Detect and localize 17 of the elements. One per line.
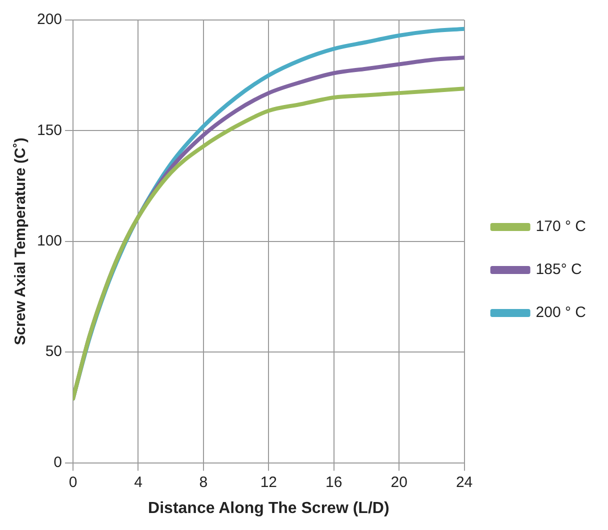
y-tick-label: 0 [54, 454, 62, 471]
y-tick-label: 150 [36, 122, 62, 139]
legend-label: 185° C [536, 261, 582, 278]
y-tick-label: 50 [45, 343, 62, 360]
x-tick-label: 0 [68, 474, 78, 491]
y-tick-label: 100 [36, 232, 62, 250]
y-tick-label: 200 [36, 11, 62, 28]
y-axis-title: Screw Axial Temperature (C˚) [12, 138, 30, 346]
x-tick-label: 12 [260, 474, 278, 491]
x-tick-label: 4 [134, 474, 142, 491]
x-tick-label: 24 [456, 474, 473, 491]
x-tick-label: 20 [390, 474, 408, 491]
legend-label: 170 ° C [536, 218, 586, 236]
x-tick-label: 8 [199, 474, 208, 491]
legend-label: 200 ° C [536, 304, 586, 322]
x-tick-label: 16 [326, 474, 342, 491]
x-axis-title: Distance Along The Screw (L/D) [148, 500, 390, 517]
